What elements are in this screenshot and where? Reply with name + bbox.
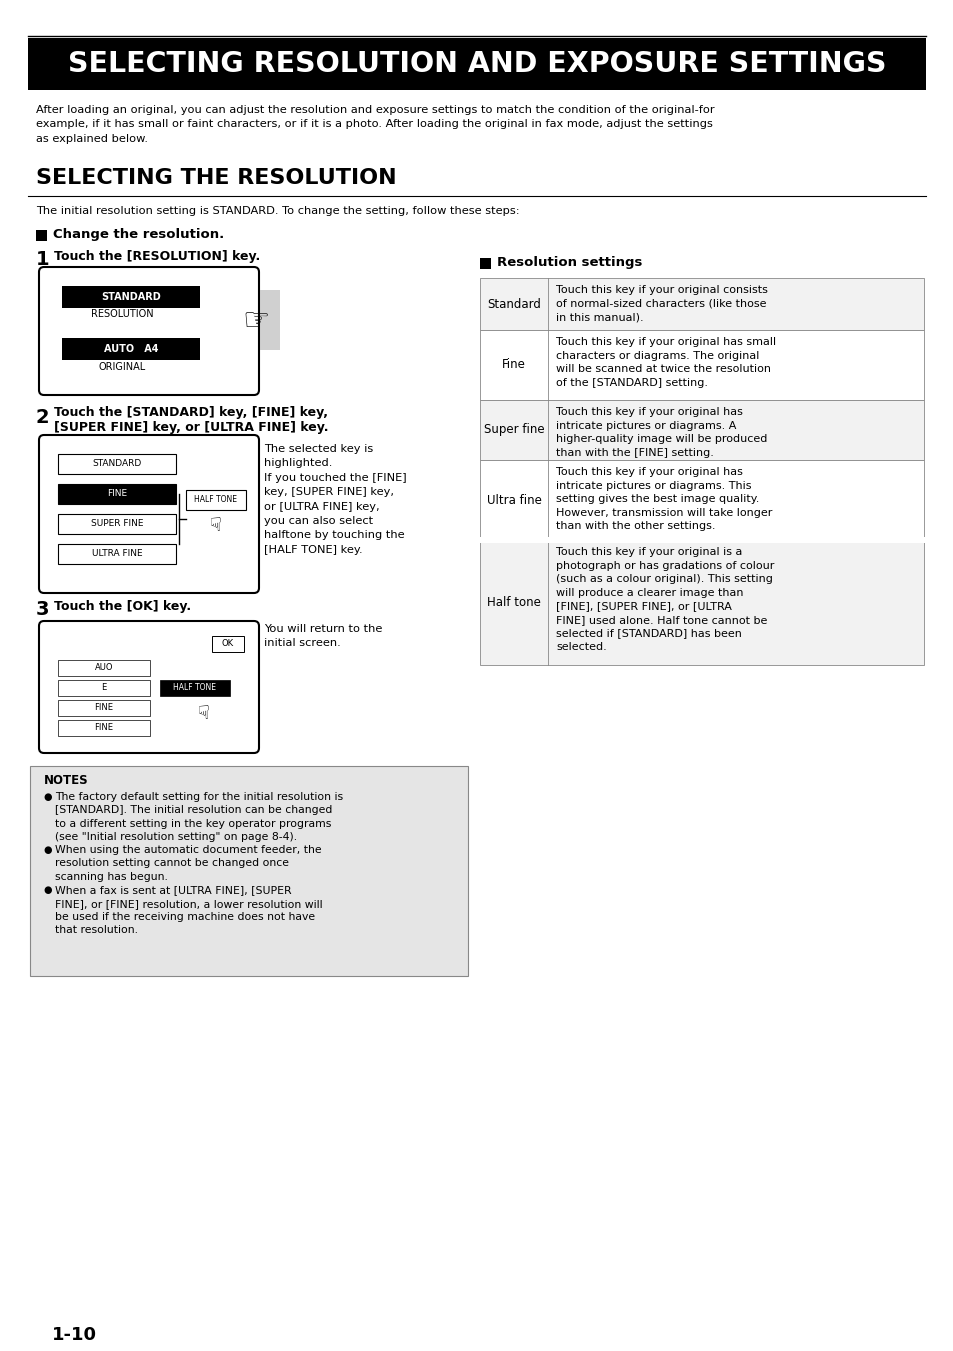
Bar — [30, 766, 468, 975]
Bar — [62, 338, 200, 359]
Text: FINE: FINE — [94, 704, 113, 712]
Text: ☟: ☟ — [198, 704, 210, 723]
Bar — [479, 278, 923, 330]
Text: FINE: FINE — [107, 489, 127, 499]
Text: 1-10: 1-10 — [52, 1325, 97, 1344]
Bar — [479, 330, 923, 400]
Text: STANDARD: STANDARD — [101, 292, 161, 303]
Bar — [62, 286, 200, 308]
Text: Touch the [RESOLUTION] key.: Touch the [RESOLUTION] key. — [54, 250, 260, 263]
Bar — [479, 400, 923, 459]
Text: RESOLUTION: RESOLUTION — [91, 309, 153, 319]
Bar — [479, 459, 923, 540]
Bar — [58, 680, 150, 696]
Text: OK: OK — [222, 639, 233, 648]
Text: Touch the [OK] key.: Touch the [OK] key. — [54, 600, 191, 613]
Text: AUTO   A4: AUTO A4 — [104, 345, 158, 354]
Text: Super fine: Super fine — [483, 423, 544, 436]
Text: SELECTING THE RESOLUTION: SELECTING THE RESOLUTION — [36, 168, 396, 188]
Text: ●: ● — [43, 844, 51, 855]
Bar — [58, 661, 150, 676]
Bar — [58, 454, 175, 474]
Bar — [58, 513, 175, 534]
FancyBboxPatch shape — [39, 621, 258, 753]
Bar — [212, 636, 244, 653]
Text: Touch this key if your original has
intricate pictures or diagrams. A
higher-qua: Touch this key if your original has intr… — [556, 407, 766, 458]
Bar — [479, 258, 491, 269]
Bar — [160, 680, 230, 696]
Bar — [58, 544, 175, 563]
Text: ☟: ☟ — [210, 516, 222, 535]
Bar — [58, 720, 150, 736]
Text: Touch this key if your original consists
of normal-sized characters (like those
: Touch this key if your original consists… — [556, 285, 767, 322]
Text: HALF TONE: HALF TONE — [173, 684, 216, 693]
Text: AUO: AUO — [94, 663, 113, 673]
Text: Fine: Fine — [501, 358, 525, 372]
Text: HALF TONE: HALF TONE — [194, 496, 237, 504]
Text: The initial resolution setting is STANDARD. To change the setting, follow these : The initial resolution setting is STANDA… — [36, 205, 519, 216]
Bar — [58, 700, 150, 716]
Text: SUPER FINE: SUPER FINE — [91, 520, 143, 528]
Text: E: E — [101, 684, 107, 693]
Text: 2: 2 — [36, 408, 50, 427]
Bar — [186, 490, 246, 509]
Text: Touch this key if your original has
intricate pictures or diagrams. This
setting: Touch this key if your original has intr… — [556, 467, 772, 531]
Text: ☞: ☞ — [242, 308, 269, 336]
Text: 3: 3 — [36, 600, 50, 619]
FancyBboxPatch shape — [39, 435, 258, 593]
Text: After loading an original, you can adjust the resolution and exposure settings t: After loading an original, you can adjus… — [36, 105, 714, 143]
Text: Half tone: Half tone — [487, 596, 540, 609]
Text: FINE: FINE — [94, 724, 113, 732]
Bar — [28, 38, 925, 91]
Text: ●: ● — [43, 792, 51, 802]
Text: [SUPER FINE] key, or [ULTRA FINE] key.: [SUPER FINE] key, or [ULTRA FINE] key. — [54, 422, 328, 434]
Text: The factory default setting for the initial resolution is
[STANDARD]. The initia: The factory default setting for the init… — [55, 792, 343, 842]
Text: 1: 1 — [36, 250, 50, 269]
Text: Resolution settings: Resolution settings — [497, 255, 641, 269]
Text: Touch this key if your original is a
photograph or has gradations of colour
(suc: Touch this key if your original is a pho… — [556, 547, 774, 651]
Bar — [58, 484, 175, 504]
Text: STANDARD: STANDARD — [92, 459, 141, 469]
FancyBboxPatch shape — [39, 267, 258, 394]
Bar — [36, 230, 47, 240]
Bar — [260, 290, 280, 350]
Text: ORIGINAL: ORIGINAL — [98, 362, 146, 372]
Bar — [479, 540, 923, 665]
Text: When using the automatic document feeder, the
resolution setting cannot be chang: When using the automatic document feeder… — [55, 844, 321, 881]
Text: NOTES: NOTES — [44, 774, 89, 788]
Bar — [478, 536, 924, 543]
Text: Touch this key if your original has small
characters or diagrams. The original
w: Touch this key if your original has smal… — [556, 336, 776, 388]
Text: You will return to the
initial screen.: You will return to the initial screen. — [264, 624, 382, 648]
Text: Standard: Standard — [487, 297, 540, 311]
Text: Touch the [STANDARD] key, [FINE] key,: Touch the [STANDARD] key, [FINE] key, — [54, 407, 328, 419]
Text: The selected key is
highlighted.
If you touched the [FINE]
key, [SUPER FINE] key: The selected key is highlighted. If you … — [264, 444, 406, 555]
Text: When a fax is sent at [ULTRA FINE], [SUPER
FINE], or [FINE] resolution, a lower : When a fax is sent at [ULTRA FINE], [SUP… — [55, 885, 322, 935]
Text: ULTRA FINE: ULTRA FINE — [91, 550, 142, 558]
Text: Ultra fine: Ultra fine — [486, 493, 541, 507]
Text: Change the resolution.: Change the resolution. — [53, 228, 224, 240]
Text: SELECTING RESOLUTION AND EXPOSURE SETTINGS: SELECTING RESOLUTION AND EXPOSURE SETTIN… — [68, 50, 885, 78]
Text: ●: ● — [43, 885, 51, 896]
